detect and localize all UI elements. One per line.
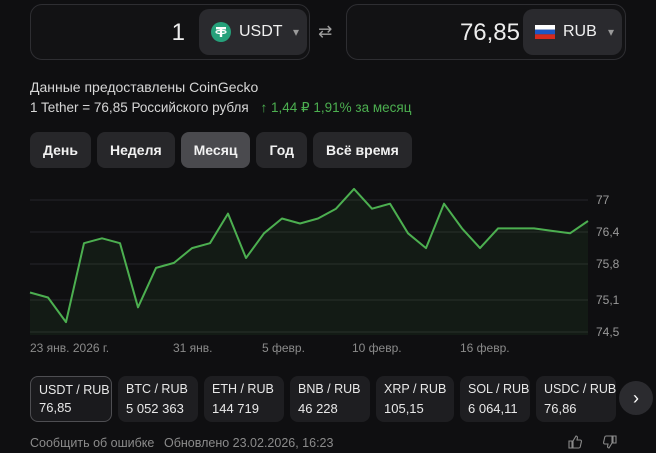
- tab-week[interactable]: Неделя: [97, 132, 175, 168]
- tab-day[interactable]: День: [30, 132, 91, 168]
- rate-change: ↑ 1,44 ₽ 1,91% за месяц: [260, 100, 412, 115]
- to-amount-input[interactable]: 76,85: [459, 19, 520, 46]
- x-tick-label: 31 янв.: [173, 341, 213, 355]
- x-tick-label: 10 февр.: [352, 341, 402, 355]
- to-amount-box[interactable]: 76,85 RUB ▾: [346, 4, 626, 60]
- pair-btc-rub[interactable]: BTC / RUB 5 052 363: [118, 376, 198, 422]
- series-line: [29, 187, 589, 324]
- thumbs-down-icon[interactable]: [603, 435, 617, 452]
- currency-pairs: USDT / RUB 76,85 BTC / RUB 5 052 363 ETH…: [30, 376, 616, 422]
- to-currency-select[interactable]: RUB ▾: [523, 9, 622, 55]
- rate-line: 1 Tether = 76,85 Российского рубля ↑ 1,4…: [30, 100, 411, 116]
- pair-value: 46 228: [298, 401, 338, 416]
- pair-value: 6 064,11: [468, 401, 518, 416]
- pair-value: 76,86: [544, 401, 577, 416]
- to-currency-label: RUB: [563, 23, 597, 40]
- updated-text: Обновлено 23.02.2026, 16:23: [164, 436, 334, 450]
- period-tabs: День Неделя Месяц Год Всё время: [30, 132, 412, 168]
- from-currency-select[interactable]: USDT ▾: [199, 9, 307, 55]
- tab-year[interactable]: Год: [256, 132, 307, 168]
- tab-all-time[interactable]: Всё время: [312, 132, 412, 168]
- rate-chart[interactable]: 77 76,4 75,8 75,1 74,5 23 янв. 2026 г. 31 янв.…: [0, 170, 656, 370]
- series-area: [30, 188, 588, 335]
- y-tick-label: 77: [596, 193, 610, 207]
- from-amount-box[interactable]: 1 USDT ▾: [30, 4, 310, 60]
- pair-bnb-rub[interactable]: BNB / RUB 46 228: [290, 376, 370, 422]
- chevron-down-icon: ▾: [607, 25, 614, 39]
- tether-icon: [211, 22, 231, 42]
- russia-flag-icon: [535, 25, 555, 39]
- report-error-link[interactable]: Сообщить об ошибке: [30, 436, 155, 450]
- pair-xrp-rub[interactable]: XRP / RUB 105,15: [376, 376, 454, 422]
- pair-name: USDT / RUB: [39, 383, 110, 397]
- chevron-down-icon: ▾: [292, 25, 299, 39]
- pair-value: 5 052 363: [126, 401, 184, 416]
- pair-eth-rub[interactable]: ETH / RUB 144 719: [204, 376, 284, 422]
- chevron-right-icon[interactable]: ›: [619, 381, 653, 415]
- from-amount-input[interactable]: 1: [171, 19, 185, 46]
- pair-name: SOL / RUB: [468, 382, 530, 396]
- pair-name: BTC / RUB: [126, 382, 188, 396]
- from-currency-label: USDT: [239, 23, 283, 40]
- y-tick-label: 75,1: [596, 293, 620, 307]
- data-source-text: Данные предоставлены CoinGecko: [30, 79, 259, 95]
- pair-usdt-rub[interactable]: USDT / RUB 76,85: [30, 376, 112, 422]
- pair-name: BNB / RUB: [298, 382, 361, 396]
- rate-chart-svg: 77 76,4 75,8 75,1 74,5 23 янв. 2026 г. 31 янв.…: [29, 187, 620, 355]
- pair-usdc-rub[interactable]: USDC / RUB 76,86: [536, 376, 616, 422]
- y-tick-label: 74,5: [596, 325, 620, 339]
- y-tick-label: 75,8: [596, 257, 620, 271]
- thumbs-up-icon[interactable]: [568, 435, 582, 452]
- pair-name: ETH / RUB: [212, 382, 274, 396]
- tab-month[interactable]: Месяц: [180, 132, 251, 168]
- y-tick-label: 76,4: [596, 225, 620, 239]
- x-tick-label: 16 февр.: [460, 341, 510, 355]
- pair-name: USDC / RUB: [544, 382, 617, 396]
- swap-arrows-icon[interactable]: ⇄: [318, 22, 333, 41]
- x-tick-label: 23 янв. 2026 г.: [30, 341, 109, 355]
- pair-sol-rub[interactable]: SOL / RUB 6 064,11: [460, 376, 530, 422]
- pair-value: 144 719: [212, 401, 259, 416]
- pair-name: XRP / RUB: [384, 382, 447, 396]
- x-tick-label: 5 февр.: [262, 341, 305, 355]
- pair-value: 105,15: [384, 401, 424, 416]
- pair-value: 76,85: [39, 400, 72, 415]
- rate-text: 1 Tether = 76,85 Российского рубля: [30, 100, 249, 115]
